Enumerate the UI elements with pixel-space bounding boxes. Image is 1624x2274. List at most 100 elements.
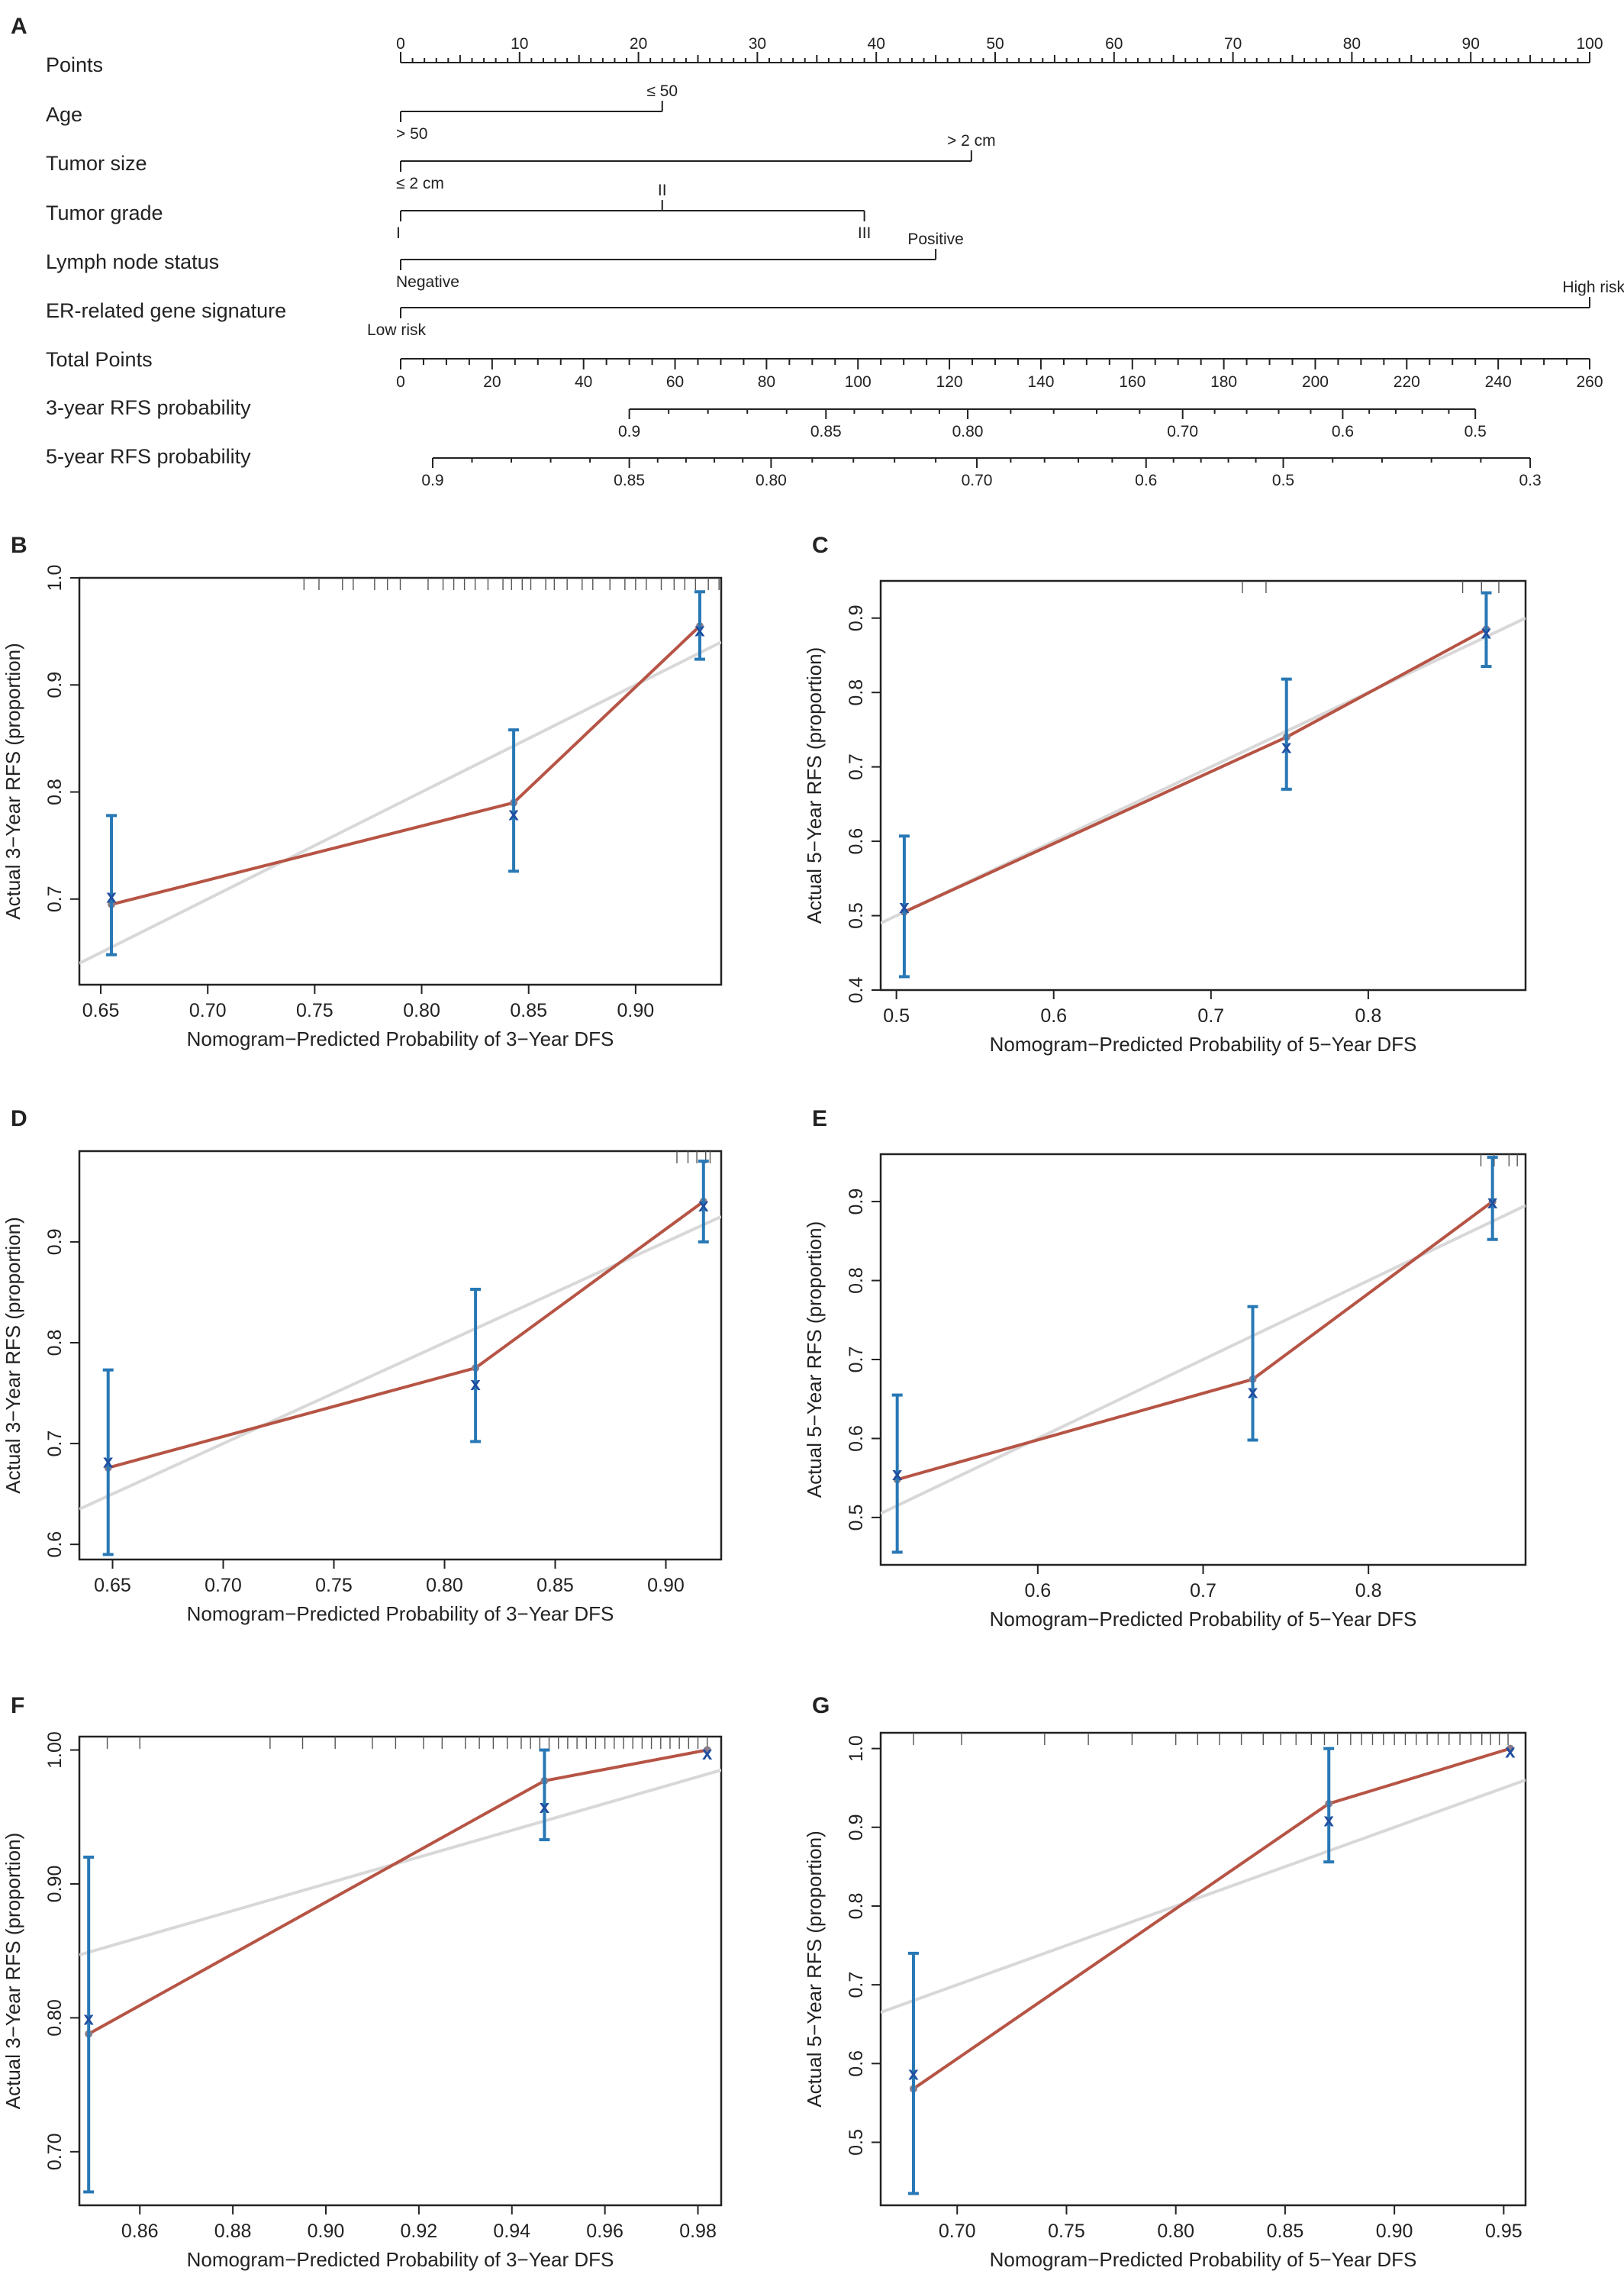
x-tick-label: 0.85	[510, 1000, 547, 1021]
y-tick-label: 0.70	[44, 2133, 66, 2170]
row-label-lymph-node-status: Lymph node status	[46, 250, 219, 273]
y-tick-label: 0.6	[846, 2050, 867, 2077]
total-points-tick-label: 220	[1394, 373, 1420, 391]
points-tick-label: 20	[630, 35, 647, 53]
total-points-tick-label: 180	[1210, 373, 1237, 391]
x-tick-label: 0.95	[1485, 2221, 1522, 2242]
calibration-plot-e: 0.6 0.7 0.8 0.5 0.6 0.7 0.8 0.9 Nomogram−Predict…	[803, 1153, 1527, 1631]
x-tick-label: 0.70	[205, 1575, 242, 1596]
calibration-plot-c: 0.5 0.6 0.7 0.8 0.4 0.5 0.6 0.7 0.8 0.9 Nomogram−P…	[803, 579, 1527, 1056]
y-tick-label: 0.5	[846, 902, 867, 929]
apparent-calibration-line	[111, 624, 701, 906]
ideal-diagonal-line	[881, 1204, 1526, 1515]
apparent-calibration-line	[897, 1200, 1494, 1482]
predictor-level-label: High risk	[1562, 279, 1624, 296]
row-label-total-points: Total Points	[46, 348, 153, 371]
rfs5-tick-label: 0.80	[756, 472, 787, 489]
rfs3-tick-label: 0.6	[1332, 423, 1354, 440]
y-tick-label: 1.0	[846, 1735, 867, 1762]
observed-point: x	[1248, 1382, 1258, 1402]
ideal-diagonal-line	[881, 1779, 1526, 2014]
points-tick-label: 70	[1224, 35, 1242, 53]
observed-point: x	[698, 1195, 709, 1216]
predictor-level-label: ≤ 2 cm	[396, 175, 444, 192]
predictor-level-label: Low risk	[367, 321, 427, 339]
y-axis-title: Actual 3−Year RFS (proportion)	[2, 1217, 24, 1494]
predictor-level-label: I	[396, 224, 401, 242]
y-tick-label: 0.9	[846, 1189, 867, 1215]
x-tick-label: 0.80	[426, 1575, 463, 1596]
calibration-plot-d: 0.65 0.70 0.75 0.80 0.85 0.90 0.6 0.7 0.8 0.9 Nomo…	[2, 1150, 723, 1625]
row-label-age: Age	[46, 103, 82, 126]
x-axis-title: Nomogram−Predicted Probability of 3−Year…	[187, 1027, 614, 1050]
observed-point: x	[540, 1797, 550, 1818]
points-tick-label: 30	[749, 35, 766, 53]
total-points-tick-label: 20	[483, 373, 501, 391]
observed-point: x	[1481, 622, 1492, 643]
y-tick-label: 0.8	[846, 1267, 867, 1294]
rfs3-tick-label: 0.9	[618, 423, 640, 440]
x-tick-label: 0.85	[536, 1575, 574, 1596]
total-points-tick-label: 120	[936, 373, 963, 391]
calibration-plot-b: 0.65 0.70 0.75 0.80 0.85 0.90 0.7 0.8 0.9 1.0 Nomo…	[2, 565, 723, 1050]
x-tick-label: 0.8	[1355, 1580, 1382, 1601]
x-tick-label: 0.6	[1024, 1580, 1051, 1601]
points-tick-label: 50	[986, 35, 1004, 53]
plot-frame	[78, 1150, 723, 1561]
y-tick-label: 0.5	[846, 1505, 867, 1531]
apparent-point	[1506, 1744, 1514, 1753]
total-points-tick-label: 60	[666, 373, 684, 391]
plot-area: x x x	[881, 581, 1526, 979]
y-tick-label: 0.9	[846, 605, 867, 631]
x-tick-label: 0.75	[1048, 2221, 1085, 2242]
apparent-calibration-line	[912, 1747, 1511, 2090]
points-tick-label: 10	[511, 35, 528, 53]
y-axis-title: Actual 5−Year RFS (proportion)	[803, 1830, 826, 2108]
observed-point: x	[1324, 1810, 1335, 1830]
total-points-tick-label: 160	[1119, 373, 1146, 391]
x-tick-label: 0.92	[401, 2221, 438, 2242]
points-tick-label: 100	[1576, 35, 1603, 53]
y-tick-label: 0.9	[44, 1229, 66, 1256]
plot-frame	[879, 1731, 1527, 2207]
total-points-tick-label: 40	[575, 373, 592, 391]
total-points-tick-label: 0	[396, 373, 405, 391]
panel-letter-d: D	[11, 1106, 27, 1131]
x-axis-title: Nomogram−Predicted Probability of 5−Year…	[990, 2248, 1417, 2271]
calibration-plot-g: 0.70 0.75 0.80 0.85 0.90 0.95 0.5 0.6 0.7 0.8 0.9 1…	[803, 1731, 1527, 2271]
total-points-tick-label: 240	[1485, 373, 1512, 391]
x-tick-label: 0.70	[189, 1000, 227, 1021]
x-tick-label: 0.85	[1267, 2221, 1304, 2242]
row-label-3yr-rfs: 3-year RFS probability	[46, 396, 251, 419]
rfs5-tick-label: 0.9	[421, 472, 443, 489]
x-tick-label: 0.7	[1190, 1580, 1216, 1601]
rfs3-tick-label: 0.5	[1464, 423, 1487, 440]
row-label-5yr-rfs: 5-year RFS probability	[46, 445, 251, 468]
y-tick-label: 0.6	[44, 1531, 66, 1558]
predictor-level-label: > 2 cm	[947, 132, 996, 150]
predictor-level-label: II	[658, 182, 667, 199]
observed-point: x	[694, 620, 705, 640]
plot-frame	[78, 1735, 723, 2207]
observed-point: x	[103, 1452, 114, 1472]
x-tick-label: 0.7	[1197, 1005, 1224, 1027]
plot-frame	[879, 579, 1527, 992]
rfs5-tick-label: 0.6	[1135, 472, 1157, 489]
observed-point: x	[508, 805, 519, 825]
x-tick-label: 0.90	[1376, 2221, 1413, 2242]
apparent-calibration-line	[88, 1748, 708, 2036]
panel-letter-e: E	[812, 1106, 827, 1131]
plot-area: x x x	[79, 1737, 721, 2194]
plot-area: x x x	[79, 578, 721, 965]
x-tick-label: 0.75	[315, 1575, 353, 1596]
x-tick-label: 0.86	[121, 2221, 159, 2242]
panel-letter-f: F	[11, 1693, 24, 1718]
plot-area: x x x	[79, 1151, 721, 1556]
x-tick-label: 0.90	[647, 1575, 685, 1596]
observed-point: x	[470, 1374, 481, 1395]
x-axis-title: Nomogram−Predicted Probability of 3−Year…	[187, 2248, 614, 2271]
points-tick-label: 90	[1462, 35, 1480, 53]
panel-letter-g: G	[812, 1693, 830, 1718]
panel-letter-b: B	[11, 533, 27, 558]
